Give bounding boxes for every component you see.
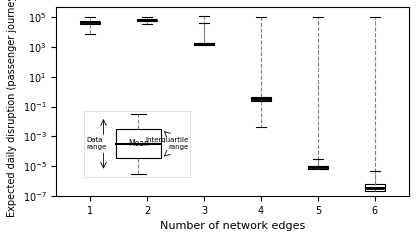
Y-axis label: Expected daily disruption (passenger journeys): Expected daily disruption (passenger jou… (7, 0, 17, 217)
X-axis label: Number of network edges: Number of network edges (160, 221, 305, 231)
PathPatch shape (80, 22, 100, 24)
Text: Mean: Mean (128, 139, 149, 148)
Text: Interquartile
range: Interquartile range (145, 137, 188, 150)
PathPatch shape (194, 43, 214, 45)
PathPatch shape (308, 166, 328, 169)
PathPatch shape (137, 20, 157, 21)
PathPatch shape (365, 184, 385, 191)
PathPatch shape (251, 97, 271, 101)
Bar (116, 129, 161, 158)
Text: Data
range: Data range (87, 137, 107, 150)
